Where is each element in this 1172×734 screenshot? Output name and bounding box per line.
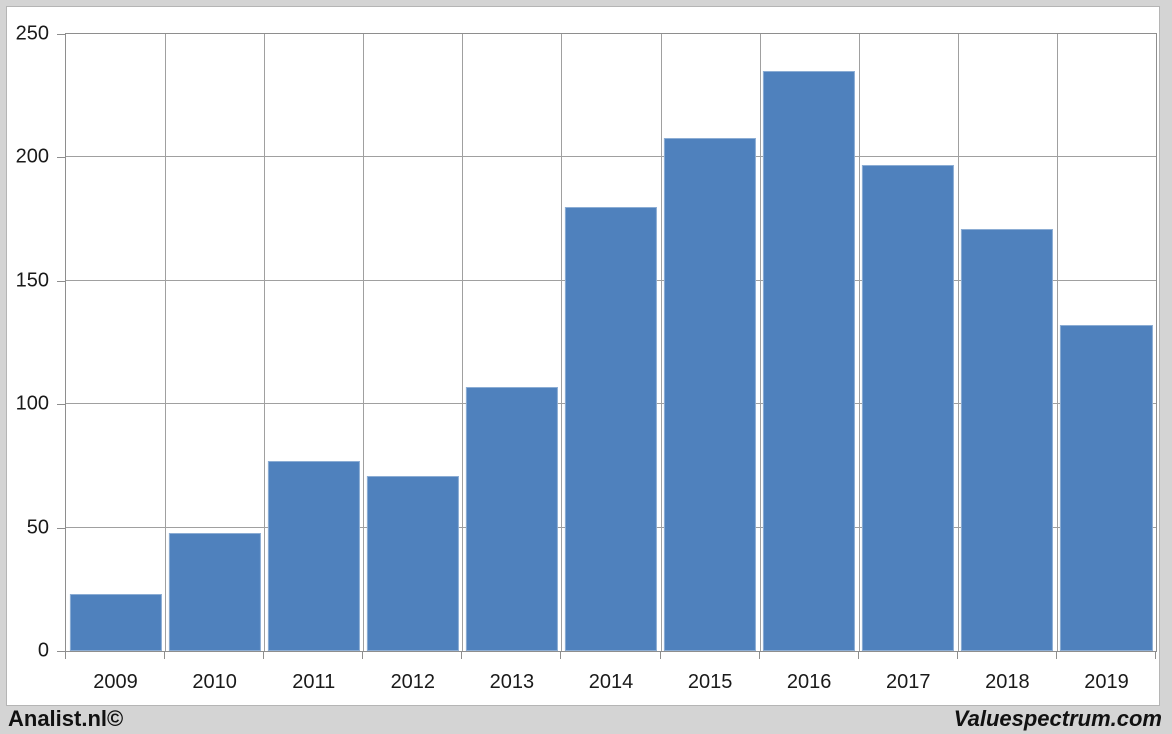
gridline-v-3 xyxy=(363,34,365,651)
bar-slot-2012 xyxy=(363,34,462,651)
x-axis-tick-6 xyxy=(659,652,661,659)
bar-2012 xyxy=(366,475,459,651)
y-axis-tick-100 xyxy=(57,404,65,406)
x-axis-tick-10 xyxy=(1055,652,1057,659)
chart-card: 0 50 100 150 200 250 2009 2010 2011 2012 2013 2014 2… xyxy=(6,6,1160,706)
bar-slot-2015 xyxy=(661,34,760,651)
x-tick-label-2015: 2015 xyxy=(687,671,733,693)
bar-2010 xyxy=(168,532,261,651)
valuespectrum-watermark: Valuespectrum.com xyxy=(953,706,1162,731)
x-tick-label-2012: 2012 xyxy=(390,671,436,693)
bar-2019 xyxy=(1060,325,1153,651)
bar-2011 xyxy=(267,460,360,651)
y-axis-tick-200 xyxy=(57,157,65,159)
y-tick-label-250: 250 xyxy=(15,22,49,45)
bar-slot-2014 xyxy=(561,34,660,651)
x-tick-label-2011: 2011 xyxy=(292,671,336,693)
x-tick-label-2013: 2013 xyxy=(489,671,535,693)
bar-slot-2017 xyxy=(859,34,958,651)
bar-2013 xyxy=(465,386,558,651)
x-axis-tick-9 xyxy=(956,652,958,659)
bar-slot-2009 xyxy=(66,34,165,651)
x-axis-tick-8 xyxy=(857,652,859,659)
x-tick-label-2019: 2019 xyxy=(1084,671,1129,693)
y-tick-label-200: 200 xyxy=(15,145,49,168)
x-tick-label-2010: 2010 xyxy=(192,671,237,693)
y-axis-tick-250 xyxy=(57,34,65,35)
gridline-v-8 xyxy=(858,34,860,651)
bar-2014 xyxy=(564,206,658,651)
bar-slot-2016 xyxy=(760,34,859,651)
y-tick-label-0: 0 xyxy=(37,639,49,662)
x-axis-tick-2 xyxy=(263,652,265,659)
y-axis-tick-50 xyxy=(57,527,65,529)
gridline-v-6 xyxy=(660,34,662,651)
bar-2009 xyxy=(69,594,162,651)
x-tick-label-2009: 2009 xyxy=(93,671,138,693)
x-tick-label-2014: 2014 xyxy=(588,671,634,693)
x-axis-tick-5 xyxy=(560,652,562,659)
x-tick-label-2016: 2016 xyxy=(786,671,832,693)
bar-slot-2013 xyxy=(462,34,561,651)
bar-2017 xyxy=(862,164,955,651)
bar-slot-2018 xyxy=(958,34,1057,651)
gridline-v-2 xyxy=(264,34,266,651)
bar-slot-2010 xyxy=(165,34,264,651)
x-tick-label-2018: 2018 xyxy=(985,671,1030,693)
y-axis-tick-0 xyxy=(57,651,65,652)
gridline-v-1 xyxy=(165,34,167,651)
bar-2018 xyxy=(961,228,1054,651)
y-tick-label-50: 50 xyxy=(26,516,49,539)
gridline-v-7 xyxy=(759,34,761,651)
gridline-v-5 xyxy=(561,34,563,651)
x-axis-tick-7 xyxy=(758,652,760,659)
x-axis-tick-1 xyxy=(164,652,166,659)
bar-slot-2019 xyxy=(1057,34,1156,651)
y-tick-label-150: 150 xyxy=(15,269,49,292)
bar-slot-2011 xyxy=(264,34,363,651)
gridline-v-9 xyxy=(957,34,959,651)
y-tick-label-100: 100 xyxy=(15,392,49,415)
x-axis-tick-4 xyxy=(461,652,463,659)
y-axis-tick-150 xyxy=(57,280,65,282)
footer-bar: Analist.nl© Valuespectrum.com xyxy=(0,706,1172,734)
x-axis-tick-3 xyxy=(362,652,364,659)
gridline-v-10 xyxy=(1056,34,1058,651)
gridline-h-200 xyxy=(66,156,1156,158)
plot-area: 0 50 100 150 200 250 2009 2010 2011 2012 2013 2014 2… xyxy=(16,23,1157,693)
bar-2016 xyxy=(763,71,856,651)
bar-2015 xyxy=(663,137,757,651)
gridline-v-4 xyxy=(462,34,464,651)
x-tick-label-2017: 2017 xyxy=(886,671,931,693)
x-axis-tick-11 xyxy=(1155,652,1156,659)
analist-watermark: Analist.nl© xyxy=(8,706,124,731)
x-axis-tick-0 xyxy=(65,652,66,659)
